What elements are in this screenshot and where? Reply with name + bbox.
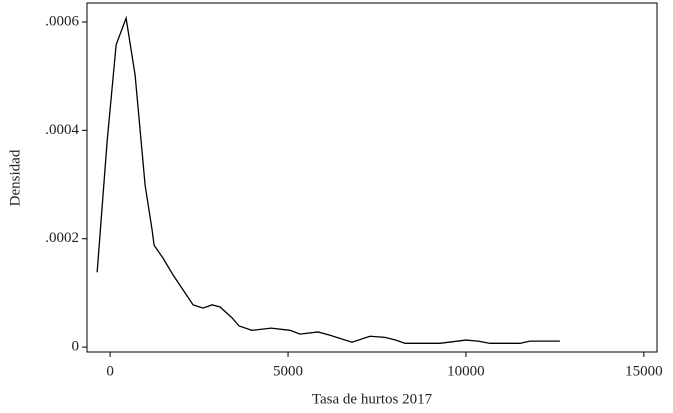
y-tick-label: 0 bbox=[72, 339, 80, 355]
x-tick-label: 5000 bbox=[273, 363, 303, 379]
x-tick-label: 10000 bbox=[447, 363, 485, 379]
y-tick-label: .0006 bbox=[45, 13, 79, 29]
y-tick-label: .0002 bbox=[45, 230, 79, 246]
x-axis-label: Tasa de hurtos 2017 bbox=[312, 391, 433, 407]
plot-frame bbox=[86, 2, 658, 353]
density-line bbox=[96, 15, 560, 344]
x-tick-label: 15000 bbox=[625, 363, 663, 379]
x-tick-label: 0 bbox=[106, 363, 114, 379]
y-tick-label: .0004 bbox=[45, 122, 79, 138]
y-axis-label: Densidad bbox=[7, 149, 23, 206]
